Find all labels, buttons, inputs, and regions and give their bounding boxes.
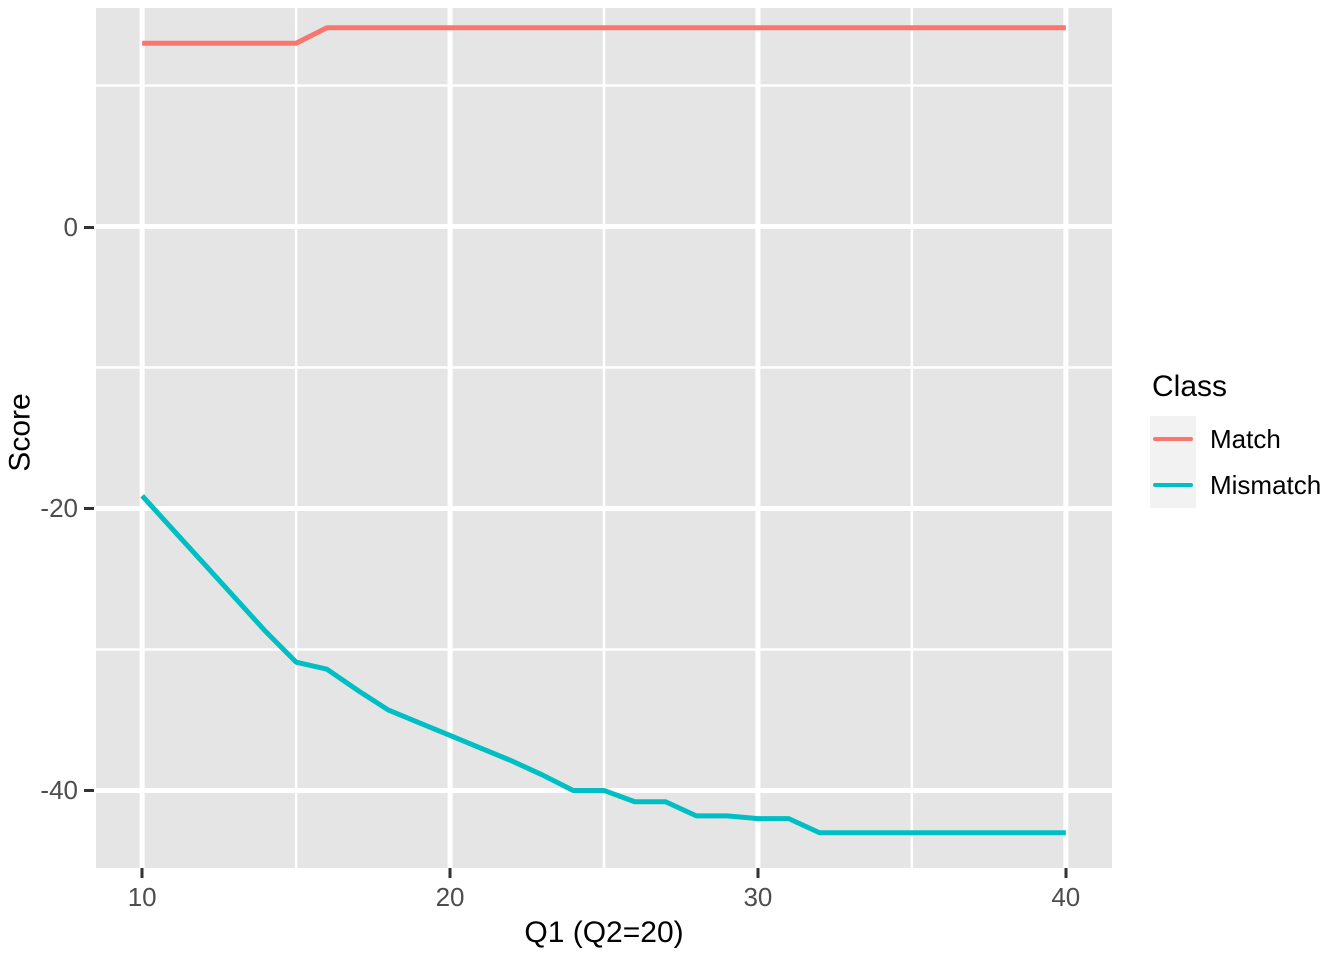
legend-item-mismatch[interactable]: Mismatch [1150,462,1340,508]
x-tick-mark [756,868,760,878]
legend-title: Class [1152,370,1228,403]
y-tick-mark [84,789,94,793]
legend-line-icon [1153,437,1193,441]
y-axis-ticks: 0 -20 -40 [0,0,78,960]
y-axis-title: Score [3,393,37,472]
legend-key-swatch [1150,416,1196,462]
series-line-mismatch [140,494,1066,836]
legend: Class Match Mismatch [1150,372,1340,508]
legend-key-swatch [1150,462,1196,508]
legend-item-match[interactable]: Match [1150,416,1340,462]
y-tick-mark [84,225,94,229]
plot-panel [96,8,1112,868]
legend-item-label: Match [1210,424,1281,454]
x-tick-mark [1064,868,1068,878]
x-tick-mark [140,868,144,878]
data-series-layer [140,25,1066,836]
legend-line-icon [1153,483,1193,487]
x-tick-label: 30 [743,882,773,912]
series-line-match [142,25,1066,46]
legend-items: Match Mismatch [1150,416,1340,508]
x-tick-label: 20 [435,882,465,912]
x-tick-label: 10 [127,882,157,912]
x-axis-title: Q1 (Q2=20) [524,916,684,949]
legend-item-label: Mismatch [1210,470,1322,500]
y-tick-label: 0 [63,211,78,242]
x-tick-mark [448,868,452,878]
y-tick-mark [84,507,94,511]
y-tick-label: -20 [40,493,78,524]
y-tick-label: -40 [40,775,78,806]
x-tick-label: 40 [1051,882,1081,912]
